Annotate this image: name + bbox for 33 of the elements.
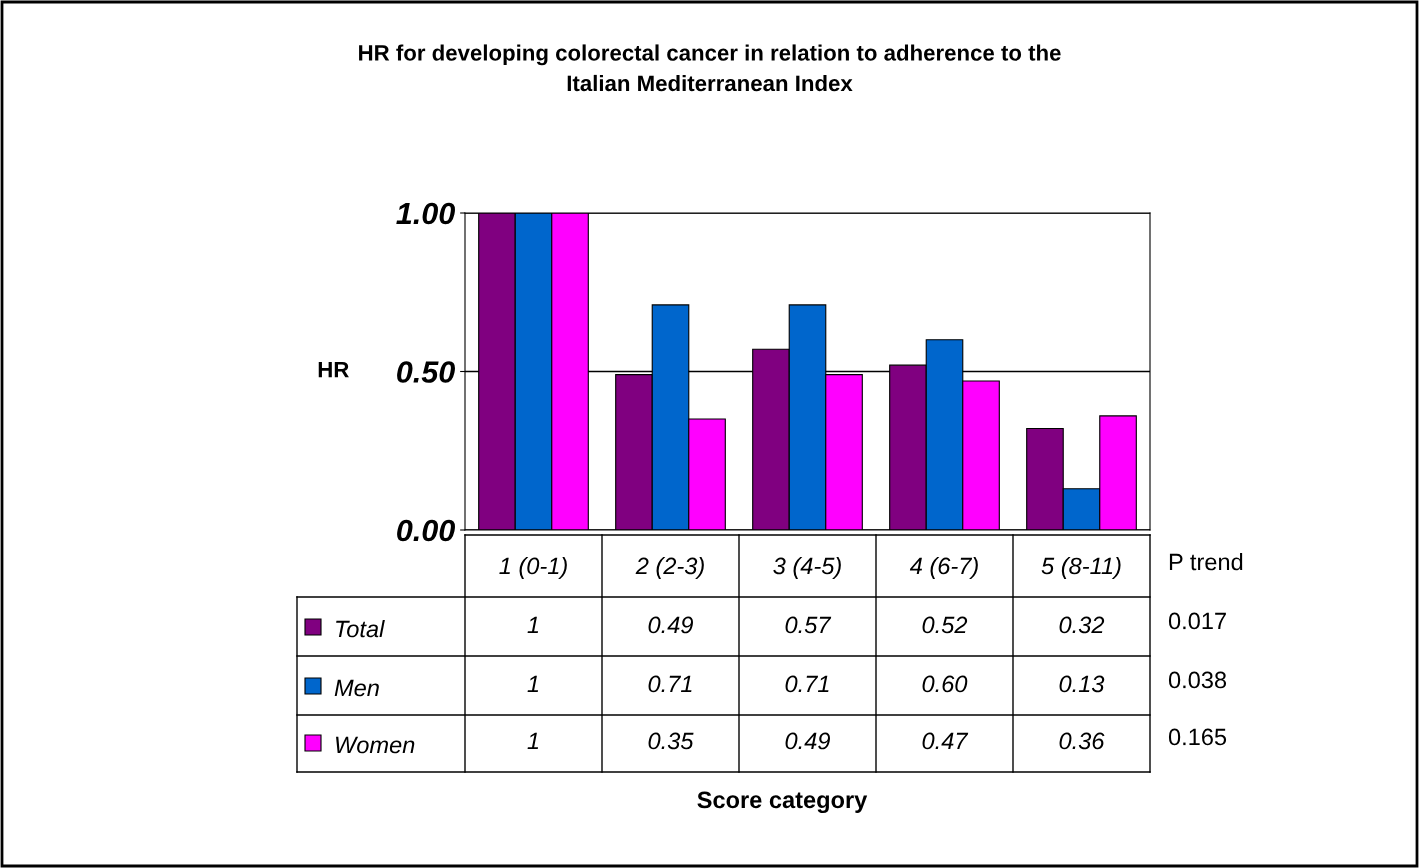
x-tick-label: 5 (8-11): [1041, 556, 1121, 579]
data-label: 1: [527, 732, 539, 750]
y-tick-label: 0.50: [397, 361, 455, 383]
y-axis-title: HR: [318, 361, 349, 378]
data-label: 0.60: [922, 675, 968, 693]
y-tick-label: 0.00: [397, 519, 455, 542]
text: 0.165: [1168, 728, 1227, 746]
data-label: 0.49: [648, 616, 693, 634]
x-tick-label: 3 (4-5): [773, 556, 841, 579]
text: P trend: [1169, 552, 1243, 571]
x-tick-label: 1 (0-1): [499, 556, 567, 579]
data-label: 1: [527, 675, 539, 693]
data-label: 0.57: [785, 616, 832, 634]
legend-label: Women: [336, 736, 415, 754]
y-tick-label: 1.00: [396, 202, 455, 225]
chart-title: HR for developing colorectal cancer in relation to adherence to the Italian Mediterranean Index: [359, 44, 1061, 92]
data-label: 0.71: [785, 675, 829, 693]
data-label: 0.13: [1059, 675, 1105, 693]
data-label: 0.52: [922, 616, 968, 634]
text: 0.038: [1168, 671, 1227, 689]
data-label: 0.32: [1059, 616, 1105, 634]
x-tick-label: 4 (6-7): [909, 556, 978, 579]
text: 0.017: [1168, 612, 1226, 630]
legend-label: Total: [336, 619, 385, 638]
data-label: 0.49: [785, 732, 830, 750]
data-label: 0.36: [1059, 732, 1105, 750]
data-label: 0.47: [922, 732, 969, 750]
text: Score category: [697, 791, 868, 813]
data-label: 0.35: [648, 732, 694, 750]
legend-label: Men: [334, 679, 379, 697]
data-label: 1: [527, 616, 539, 634]
data-label: 0.71: [648, 675, 692, 693]
x-tick-label: 2 (2-3): [635, 556, 704, 579]
